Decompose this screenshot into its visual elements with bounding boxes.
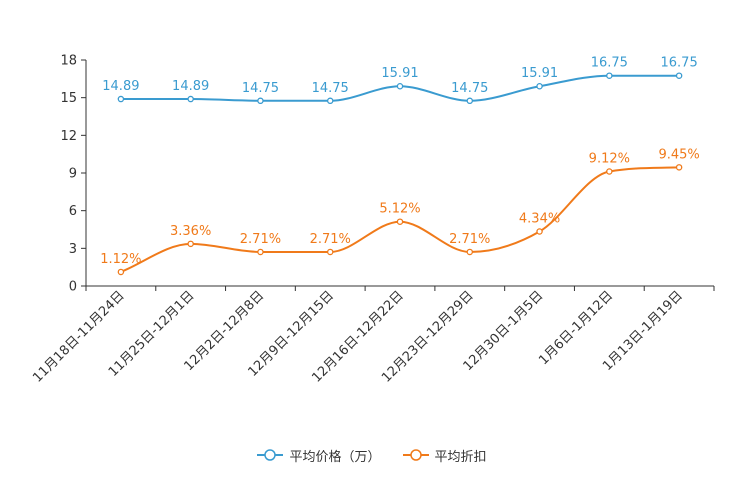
data-label: 2.71% xyxy=(310,232,351,247)
data-point[interactable] xyxy=(257,248,264,256)
legend: 平均价格（万） 平均折扣 xyxy=(0,444,744,466)
data-label: 14.75 xyxy=(242,81,279,96)
data-label: 14.89 xyxy=(172,79,209,94)
y-tick-label: 6 xyxy=(69,204,77,219)
line-chart: 036912151811月18日-11月24日11月25日-12月1日12月2日… xyxy=(30,54,715,386)
legend-price-marker-icon xyxy=(257,449,284,461)
data-label: 14.89 xyxy=(102,79,139,94)
data-point[interactable] xyxy=(466,97,474,105)
data-label: 4.34% xyxy=(519,212,560,227)
data-point[interactable] xyxy=(187,95,194,103)
data-label: 14.75 xyxy=(451,81,488,96)
data-point[interactable] xyxy=(117,268,125,276)
data-label: 15.91 xyxy=(381,66,418,81)
data-point[interactable] xyxy=(396,82,404,90)
data-label: 16.75 xyxy=(661,56,698,71)
data-label: 9.45% xyxy=(658,147,699,162)
data-label: 2.71% xyxy=(449,232,490,247)
legend-item-price[interactable]: 平均价格（万） xyxy=(257,446,381,465)
data-point[interactable] xyxy=(326,97,334,105)
y-tick-label: 3 xyxy=(69,242,77,257)
data-point[interactable] xyxy=(257,97,264,105)
data-point[interactable] xyxy=(606,72,613,79)
legend-discount-marker-icon xyxy=(402,449,429,461)
data-point[interactable] xyxy=(466,248,474,256)
data-point[interactable] xyxy=(675,72,683,79)
x-tick-label: 1月6日-1月12日 xyxy=(536,288,616,368)
y-tick-label: 0 xyxy=(69,280,77,295)
data-label: 1.12% xyxy=(100,252,141,267)
data-point[interactable] xyxy=(675,164,683,171)
data-point[interactable] xyxy=(396,218,404,225)
data-point[interactable] xyxy=(536,82,543,90)
data-point[interactable] xyxy=(326,248,334,256)
data-label: 9.12% xyxy=(589,151,630,166)
data-point[interactable] xyxy=(117,95,125,103)
y-tick-label: 15 xyxy=(60,91,77,106)
y-tick-label: 9 xyxy=(69,167,77,182)
data-label: 15.91 xyxy=(521,66,558,81)
y-tick-label: 12 xyxy=(60,129,77,144)
data-label: 2.71% xyxy=(240,232,281,247)
legend-item-discount[interactable]: 平均折扣 xyxy=(402,446,487,465)
data-label: 5.12% xyxy=(379,202,420,217)
data-label: 3.36% xyxy=(170,224,211,239)
legend-price-label: 平均价格（万） xyxy=(289,449,381,465)
data-point[interactable] xyxy=(536,228,543,235)
data-point[interactable] xyxy=(606,168,613,175)
y-tick-label: 18 xyxy=(60,54,77,69)
legend-discount-label: 平均折扣 xyxy=(434,449,487,465)
data-point[interactable] xyxy=(187,240,194,248)
data-label: 14.75 xyxy=(312,81,349,96)
data-label: 16.75 xyxy=(591,56,628,71)
